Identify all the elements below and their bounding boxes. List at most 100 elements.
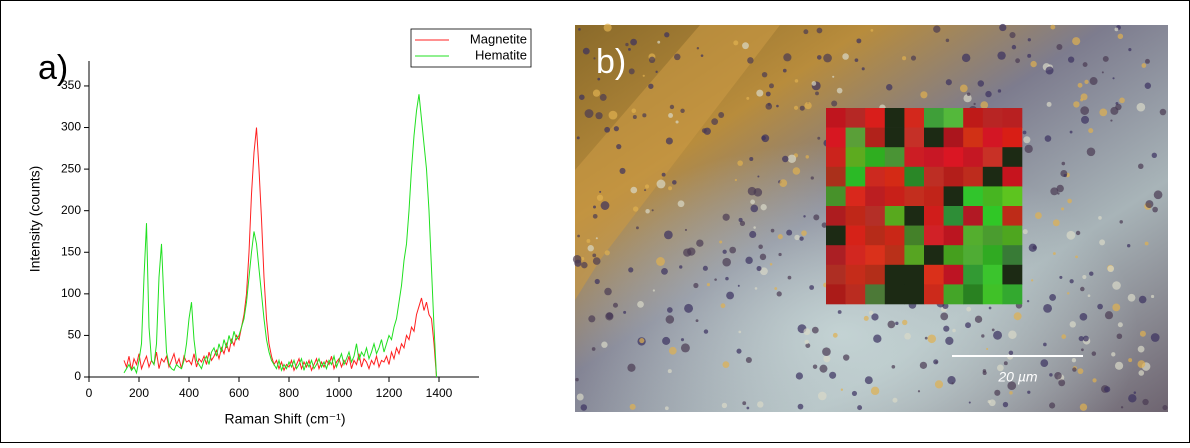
map-pixel bbox=[846, 245, 866, 265]
texture-speck bbox=[902, 56, 906, 60]
texture-speck bbox=[593, 90, 600, 97]
texture-speck bbox=[1003, 402, 1008, 407]
texture-speck bbox=[669, 347, 677, 355]
texture-speck bbox=[711, 118, 718, 125]
texture-speck bbox=[1138, 346, 1145, 353]
map-pixel bbox=[846, 284, 866, 304]
texture-speck bbox=[817, 137, 820, 140]
texture-speck bbox=[902, 320, 907, 325]
map-pixel bbox=[865, 226, 885, 246]
texture-speck bbox=[992, 328, 995, 331]
map-pixel bbox=[963, 206, 983, 226]
texture-speck bbox=[978, 80, 984, 86]
texture-speck bbox=[636, 226, 639, 229]
map-pixel bbox=[963, 226, 983, 246]
map-pixel bbox=[885, 206, 905, 226]
map-pixel bbox=[983, 186, 1003, 206]
texture-speck bbox=[616, 144, 621, 149]
texture-speck bbox=[837, 88, 843, 94]
texture-speck bbox=[1081, 348, 1084, 351]
y-tick-label: 300 bbox=[61, 120, 81, 134]
texture-speck bbox=[1145, 83, 1151, 89]
map-pixel bbox=[904, 206, 924, 226]
texture-speck bbox=[738, 285, 740, 287]
map-pixel bbox=[846, 226, 866, 246]
figure: a) Raman Shift (cm⁻¹) Intensity (counts)… bbox=[0, 0, 1190, 443]
map-pixel bbox=[924, 265, 944, 285]
texture-speck bbox=[988, 400, 991, 403]
texture-speck bbox=[1141, 63, 1146, 68]
texture-speck bbox=[1088, 128, 1093, 133]
texture-speck bbox=[1139, 296, 1147, 304]
texture-speck bbox=[1073, 101, 1079, 107]
texture-speck bbox=[817, 55, 822, 60]
map-pixel bbox=[885, 245, 905, 265]
texture-speck bbox=[630, 39, 637, 46]
map-pixel bbox=[885, 108, 905, 128]
texture-speck bbox=[817, 28, 823, 34]
map-pixel bbox=[885, 226, 905, 246]
map-pixel bbox=[846, 167, 866, 187]
x-tick-label: 600 bbox=[229, 386, 249, 400]
texture-speck bbox=[605, 250, 610, 255]
map-pixel bbox=[924, 226, 944, 246]
texture-speck bbox=[714, 278, 717, 281]
texture-speck bbox=[593, 214, 598, 219]
texture-speck bbox=[1023, 229, 1028, 234]
texture-speck bbox=[1067, 292, 1069, 294]
y-tick-label: 50 bbox=[68, 328, 82, 342]
texture-speck bbox=[1081, 93, 1088, 100]
texture-speck bbox=[628, 48, 631, 51]
texture-speck bbox=[795, 79, 799, 83]
texture-speck bbox=[1004, 361, 1008, 365]
texture-speck bbox=[1112, 77, 1114, 79]
texture-speck bbox=[1064, 174, 1067, 177]
texture-speck bbox=[685, 229, 687, 231]
map-pixel bbox=[904, 284, 924, 304]
texture-speck bbox=[804, 102, 811, 109]
texture-speck bbox=[723, 361, 730, 368]
texture-speck bbox=[946, 39, 949, 42]
texture-speck bbox=[1058, 379, 1065, 386]
map-pixel bbox=[826, 226, 846, 246]
map-pixel bbox=[983, 265, 1003, 285]
texture-speck bbox=[1070, 279, 1074, 283]
texture-speck bbox=[749, 157, 753, 161]
map-pixel bbox=[904, 226, 924, 246]
texture-speck bbox=[604, 127, 610, 133]
texture-speck bbox=[642, 113, 646, 117]
texture-speck bbox=[679, 265, 682, 268]
texture-speck bbox=[1056, 44, 1062, 50]
texture-speck bbox=[1045, 135, 1052, 142]
texture-speck bbox=[665, 406, 669, 410]
map-pixel bbox=[1002, 128, 1022, 148]
scale-bar-label: 20 µm bbox=[997, 369, 1038, 385]
texture-speck bbox=[960, 85, 968, 93]
texture-speck bbox=[645, 209, 649, 213]
texture-speck bbox=[1023, 131, 1027, 135]
map-pixel bbox=[865, 245, 885, 265]
texture-speck bbox=[1128, 48, 1131, 51]
texture-speck bbox=[1078, 83, 1083, 88]
texture-speck bbox=[601, 342, 607, 348]
map-pixel bbox=[963, 284, 983, 304]
texture-speck bbox=[935, 361, 937, 363]
texture-speck bbox=[600, 94, 607, 101]
texture-speck bbox=[649, 57, 655, 63]
texture-speck bbox=[769, 83, 774, 88]
texture-speck bbox=[652, 209, 654, 211]
texture-speck bbox=[811, 176, 814, 179]
texture-speck bbox=[832, 76, 834, 78]
map-pixel bbox=[904, 167, 924, 187]
texture-speck bbox=[1138, 370, 1144, 376]
texture-speck bbox=[1154, 190, 1163, 199]
texture-speck bbox=[643, 75, 645, 77]
map-pixel bbox=[963, 245, 983, 265]
map-pixel bbox=[983, 284, 1003, 304]
texture-speck bbox=[735, 179, 737, 181]
map-pixel bbox=[904, 245, 924, 265]
texture-speck bbox=[662, 337, 670, 345]
texture-speck bbox=[1012, 45, 1016, 49]
texture-speck bbox=[1067, 199, 1072, 204]
map-pixel bbox=[1002, 167, 1022, 187]
